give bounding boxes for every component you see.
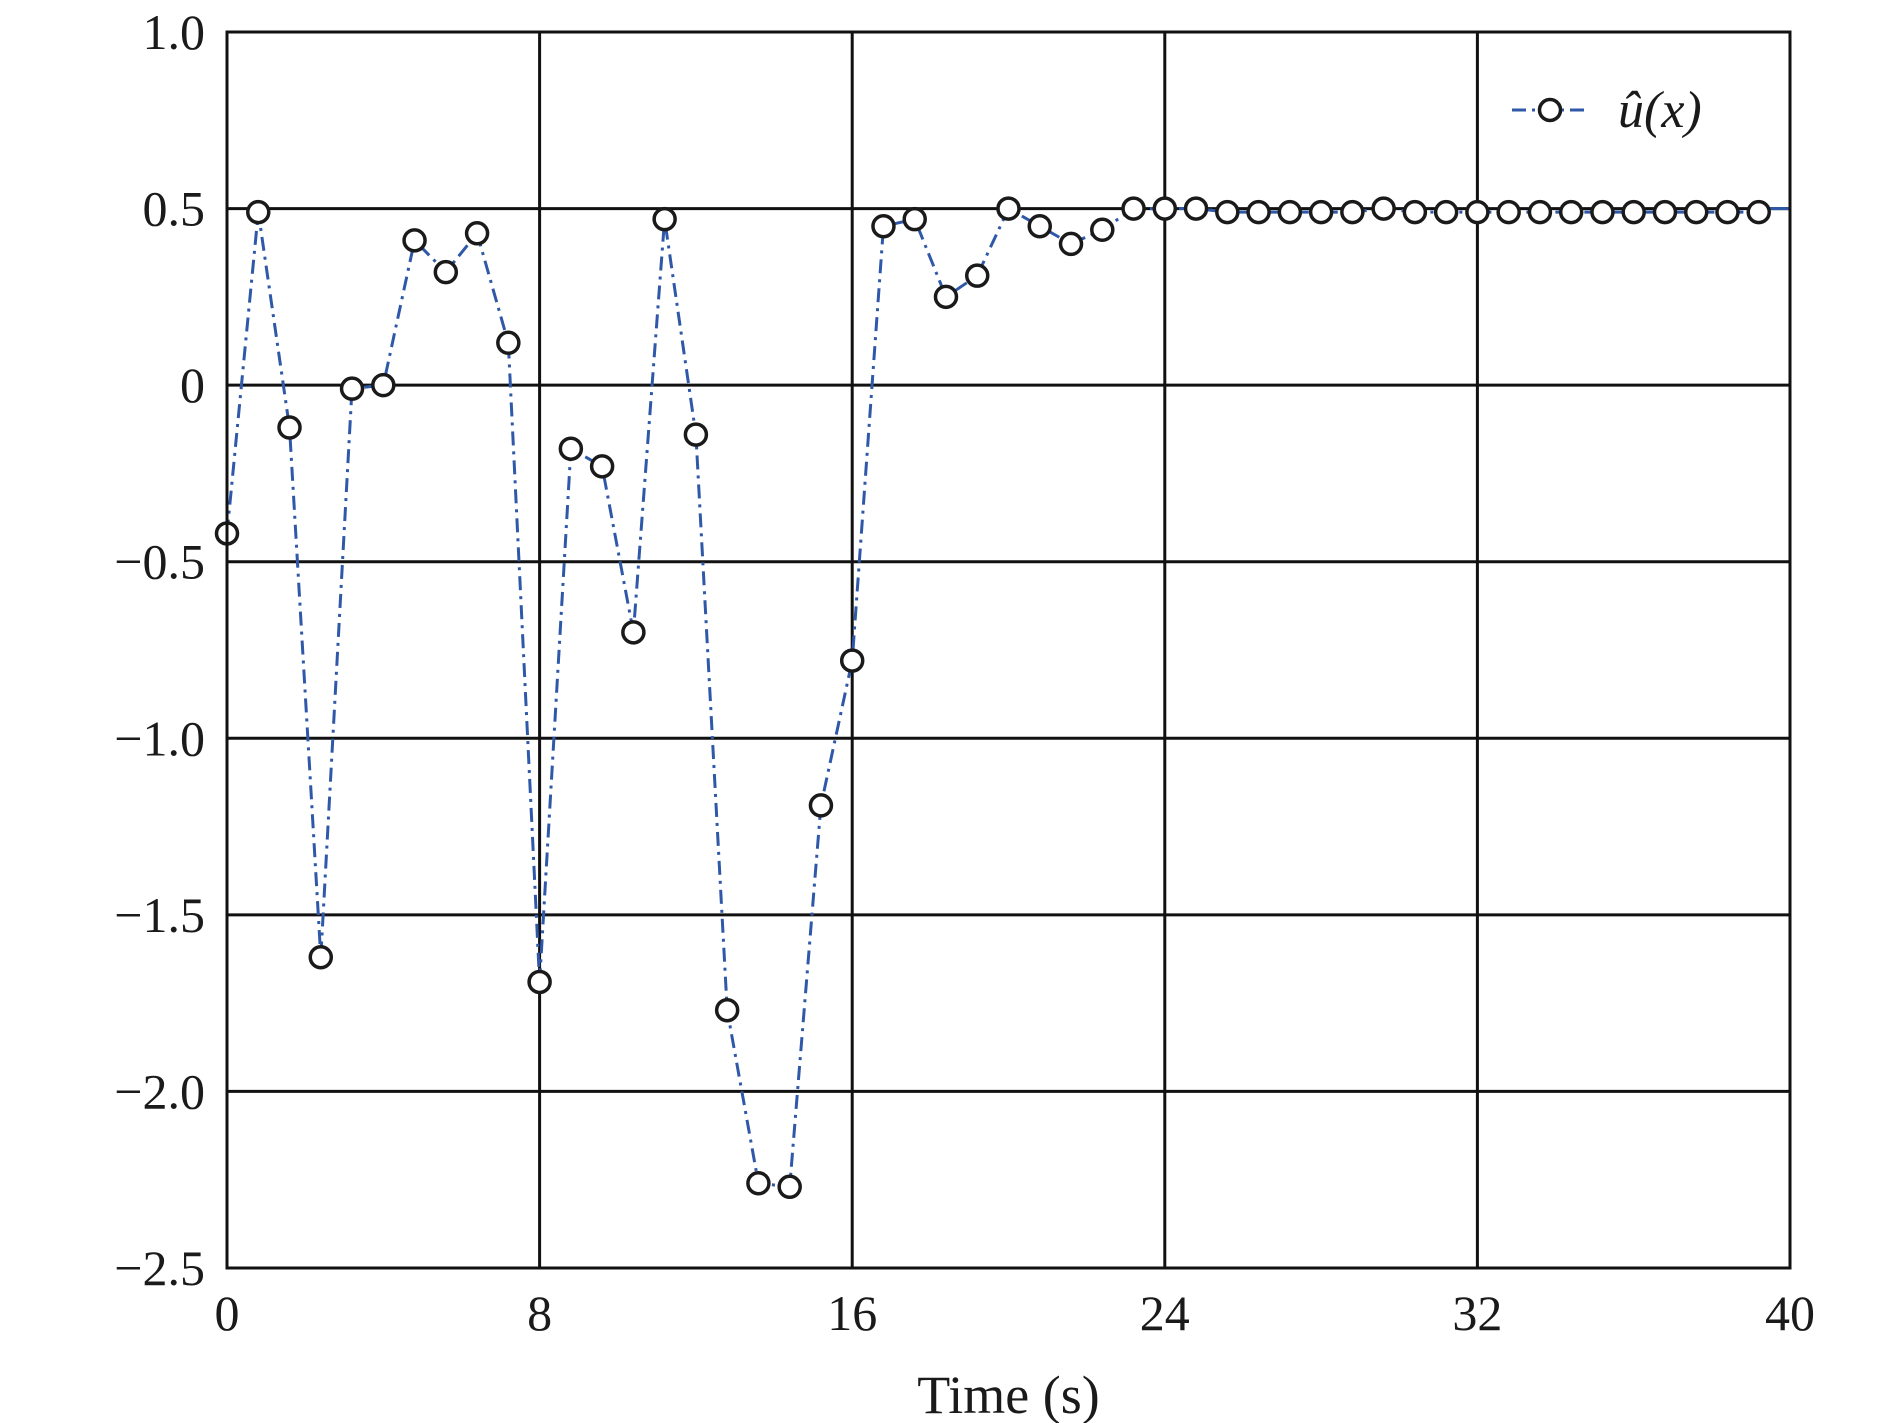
data-point-marker [933, 284, 959, 310]
x-tick-label: 16 [827, 1285, 877, 1341]
y-tick-label: −1.0 [114, 710, 205, 766]
data-point-marker [1152, 196, 1178, 221]
data-point-marker [1183, 196, 1209, 221]
data-point-marker [652, 206, 677, 232]
data-point-marker [1715, 199, 1740, 225]
x-tick-label: 32 [1452, 1285, 1502, 1341]
data-point-marker [1371, 196, 1396, 221]
data-point-marker [1340, 199, 1365, 225]
series-line [225, 206, 1759, 1189]
data-point-marker [902, 206, 927, 232]
data-point-marker [1308, 199, 1334, 225]
y-tick-label: −1.5 [114, 887, 205, 943]
data-point-marker [1277, 199, 1303, 225]
plot-frame [225, 30, 1792, 1270]
data-point-marker [1058, 231, 1084, 257]
data-point-marker [558, 436, 584, 461]
x-axis-label: Time (s) [917, 1365, 1100, 1423]
data-point-marker [1027, 213, 1053, 239]
data-point-marker [1402, 199, 1428, 225]
y-tick-label: −0.5 [114, 534, 205, 590]
data-point-marker [589, 454, 615, 479]
data-point-marker [621, 620, 646, 645]
x-tick-label: 24 [1140, 1285, 1190, 1341]
data-point-marker [464, 221, 490, 246]
data-point-marker [1558, 199, 1584, 225]
data-point-marker [1496, 199, 1521, 225]
y-tick-label: −2.0 [114, 1063, 205, 1119]
data-point-marker [402, 228, 427, 253]
data-point-marker [1215, 199, 1240, 225]
data-point-marker [1465, 199, 1490, 225]
x-tick-label: 0 [215, 1285, 240, 1341]
data-point-marker [839, 648, 865, 673]
data-point-marker [808, 793, 834, 818]
data-point-marker [496, 330, 521, 356]
y-tick-label: 0.5 [143, 181, 206, 237]
legend-label: û(x) [1618, 82, 1702, 139]
data-point-marker [1121, 196, 1146, 221]
data-point-marker [1746, 199, 1771, 225]
data-point-marker [1590, 199, 1615, 225]
data-point-marker [964, 263, 990, 288]
tick-labels-layer: 0 8 16 24 32 40 1.0 0.5 0 −0.5 −1.0 −1.5 −2.0 −2.5 [114, 4, 1815, 1341]
x-tick-label: 40 [1765, 1285, 1815, 1341]
data-point-marker [683, 422, 709, 447]
data-point-marker [1246, 199, 1271, 225]
markers-layer [214, 196, 1771, 1200]
legend: û(x) [1512, 82, 1702, 139]
data-point-marker [246, 199, 271, 225]
data-point-marker [777, 1174, 802, 1200]
data-point-marker [1433, 199, 1459, 225]
data-point-marker [871, 213, 896, 239]
legend-marker-swatch [1537, 97, 1563, 123]
y-tick-label: −2.5 [114, 1240, 205, 1296]
data-point-marker [1683, 199, 1709, 225]
data-point-marker [1621, 199, 1646, 225]
series-layer [225, 206, 1790, 1189]
data-point-marker [339, 376, 365, 401]
y-tick-label: 0 [180, 357, 205, 413]
data-point-marker [433, 259, 459, 285]
data-point-marker [996, 196, 1021, 221]
data-point-marker [1090, 217, 1115, 243]
data-point-marker [371, 372, 396, 398]
data-point-marker [277, 415, 302, 440]
x-tick-label: 8 [527, 1285, 552, 1341]
data-point-marker [1652, 199, 1678, 225]
data-point-marker [308, 944, 334, 970]
data-point-marker [714, 997, 740, 1023]
data-point-marker [1527, 199, 1553, 225]
y-tick-label: 1.0 [143, 4, 206, 60]
data-point-marker [746, 1170, 771, 1196]
data-point-marker [527, 969, 552, 995]
